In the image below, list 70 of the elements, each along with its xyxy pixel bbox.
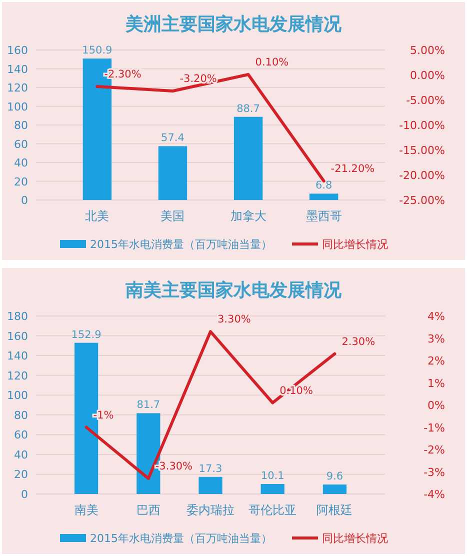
bar [309, 194, 338, 200]
data-label: 152.9 [71, 328, 102, 341]
bar [260, 484, 284, 494]
bar [158, 146, 188, 200]
y-tick-label: 100 [7, 389, 28, 402]
y-tick-label: 60 [14, 428, 28, 442]
x-tick-label: 加拿大 [230, 209, 266, 223]
y-tick-label: 120 [7, 369, 28, 382]
data-label: 6.8 [315, 180, 332, 192]
data-label: -21.20% [330, 163, 375, 175]
data-label: 10.1 [260, 470, 284, 482]
y-tick-label: 140 [7, 62, 28, 76]
y-tick-label: 40 [14, 448, 28, 462]
data-label: 3.30% [218, 314, 251, 326]
y-tick-label: 80 [14, 408, 28, 422]
y-tick-label: 60 [14, 138, 28, 151]
x-tick-label: 巴西 [136, 503, 160, 517]
y2-tick-label: -3% [424, 466, 445, 479]
legend-label: 同比增长情况 [322, 238, 388, 251]
y2-tick-label: -10.00% [399, 119, 445, 132]
y2-tick-label: 0% [428, 399, 445, 412]
data-label: 0.10% [255, 56, 289, 68]
y2-tick-label: -4% [424, 488, 445, 501]
y-tick-label: 100 [7, 100, 28, 114]
y2-tick-label: -5.00% [406, 94, 445, 107]
y-tick-label: 80 [14, 119, 28, 132]
data-label: 17.3 [198, 462, 222, 475]
y2-tick-label: 1% [428, 376, 445, 390]
data-label: 88.7 [236, 102, 260, 115]
y2-tick-label: -15.00% [399, 144, 445, 157]
y2-tick-label: 5.00% [410, 44, 445, 57]
legend-label: 2015年水电消费量（百万吨油当量） [90, 238, 272, 251]
y2-tick-label: -25.00% [399, 194, 445, 207]
y-tick-label: 120 [7, 82, 28, 94]
y-tick-label: 0 [21, 488, 28, 501]
x-tick-label: 委内瑞拉 [186, 503, 234, 517]
bar [322, 484, 346, 494]
y2-tick-label: -2% [424, 444, 445, 456]
data-label: 81.7 [136, 399, 160, 412]
x-tick-label: 北美 [85, 209, 110, 223]
bar [234, 116, 263, 200]
y2-tick-label: -20.00% [399, 169, 445, 182]
y2-tick-label: 0.00% [410, 69, 445, 82]
x-tick-label: 美国 [160, 209, 185, 223]
data-label: -3.20% [180, 73, 217, 85]
y2-tick-label: -1% [424, 421, 445, 434]
chart-title: 美洲主要国家水电发展情况 [124, 14, 342, 35]
x-tick-label: 哥伦比亚 [248, 503, 297, 517]
y-tick-label: 160 [7, 330, 28, 343]
x-tick-label: 墨西哥 [306, 209, 342, 223]
y2-tick-label: 4% [428, 310, 445, 323]
legend-label: 同比增长情况 [322, 532, 388, 545]
y2-tick-label: 3% [428, 332, 445, 346]
bar [198, 476, 222, 494]
y-tick-label: 140 [7, 350, 28, 363]
y-tick-label: 40 [14, 156, 28, 170]
y-tick-label: 20 [14, 468, 28, 482]
legend-label: 2015年水电消费量（百万吨油当量） [90, 532, 272, 545]
data-label: 150.9 [82, 44, 112, 57]
data-label: 9.6 [326, 470, 344, 483]
y-tick-label: 160 [7, 44, 28, 57]
x-tick-label: 南美 [74, 503, 98, 517]
y-tick-label: 0 [21, 194, 28, 207]
data-label: 2.30% [342, 336, 376, 348]
x-tick-label: 阿根廷 [316, 503, 353, 517]
y-tick-label: 180 [7, 310, 28, 323]
y2-tick-label: 2% [428, 354, 445, 368]
y-tick-label: 20 [14, 175, 28, 188]
chart-title: 南美主要国家水电发展情况 [124, 280, 342, 301]
data-label: 57.4 [161, 132, 185, 144]
